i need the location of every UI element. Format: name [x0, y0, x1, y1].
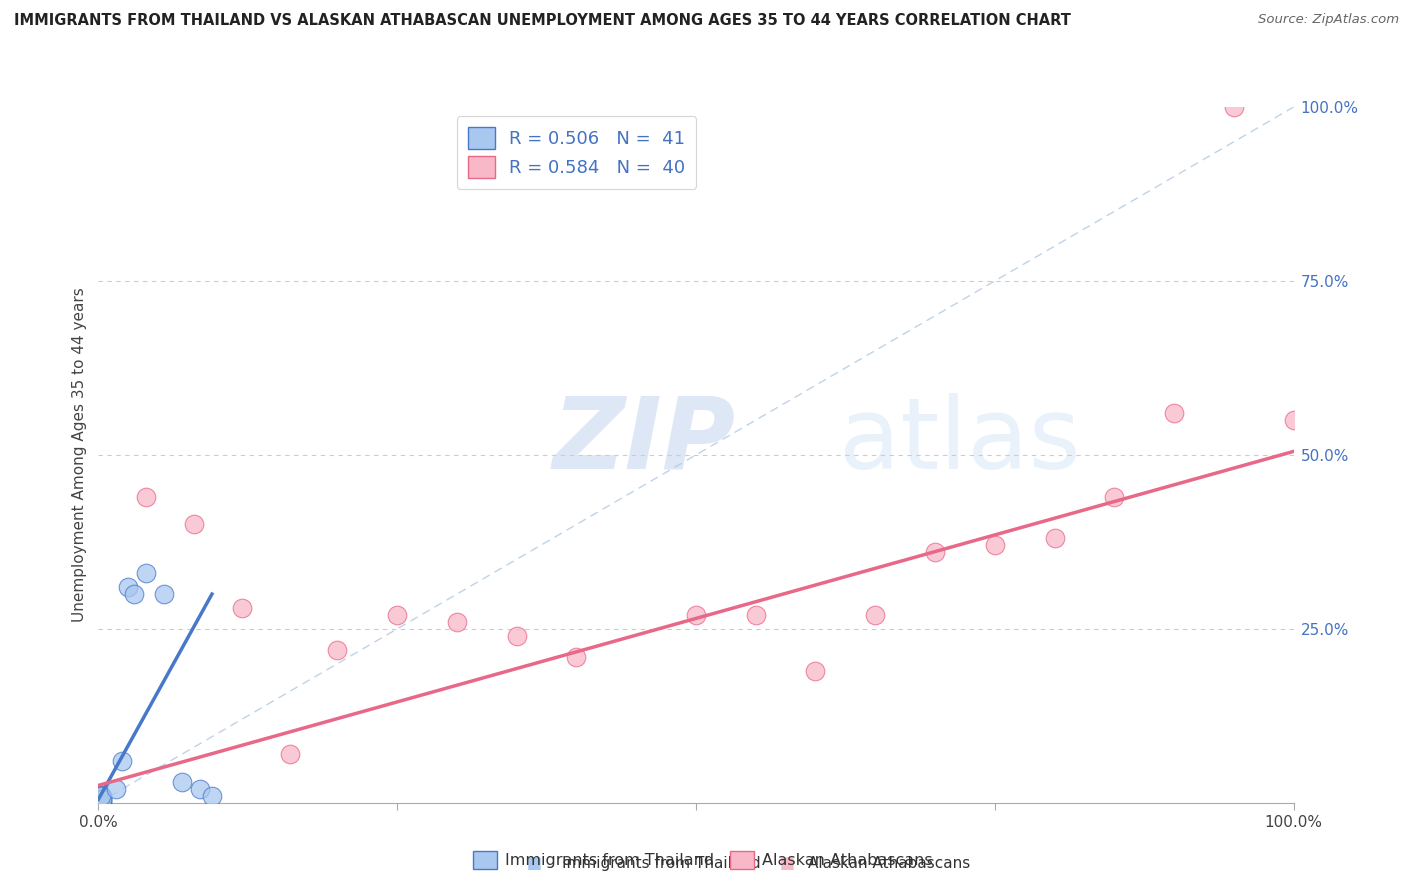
Point: [984, 538, 1007, 552]
Point: [89, 796, 111, 810]
Point: [89, 796, 111, 810]
Point: [89, 792, 111, 806]
Point: [91, 792, 114, 806]
Point: [183, 517, 205, 532]
Point: [188, 781, 211, 796]
Legend: R = 0.506   N =  41, R = 0.584   N =  40: R = 0.506 N = 41, R = 0.584 N = 40: [457, 116, 696, 189]
Point: [90, 789, 112, 803]
Point: [90, 796, 112, 810]
Point: [90, 789, 112, 803]
Point: [135, 490, 157, 504]
Text: IMMIGRANTS FROM THAILAND VS ALASKAN ATHABASCAN UNEMPLOYMENT AMONG AGES 35 TO 44 : IMMIGRANTS FROM THAILAND VS ALASKAN ATHA…: [14, 13, 1071, 29]
Point: [90, 796, 112, 810]
Point: [89, 789, 111, 803]
Point: [90, 792, 112, 806]
Point: [90, 796, 112, 810]
Point: [90, 792, 112, 806]
Point: [745, 607, 768, 622]
Point: [90, 792, 112, 806]
Point: [1163, 406, 1185, 420]
Point: [89, 796, 111, 810]
Point: [105, 781, 128, 796]
Point: [90, 789, 112, 803]
Text: atlas: atlas: [839, 392, 1081, 490]
Point: [153, 587, 176, 601]
Point: [90, 796, 112, 810]
Point: [90, 796, 112, 810]
Point: [90, 796, 112, 810]
Text: ▪: ▪: [526, 852, 543, 875]
Text: Alaskan Athabascans: Alaskan Athabascans: [808, 856, 970, 871]
Point: [565, 649, 588, 664]
Point: [89, 796, 111, 810]
Point: [506, 629, 529, 643]
Point: [89, 792, 111, 806]
Point: [111, 754, 134, 768]
Text: Source: ZipAtlas.com: Source: ZipAtlas.com: [1258, 13, 1399, 27]
Point: [446, 615, 468, 629]
Point: [863, 607, 887, 622]
Point: [89, 789, 111, 803]
Point: [91, 789, 114, 803]
Point: [90, 789, 112, 803]
Point: [1043, 532, 1066, 546]
Point: [90, 789, 112, 803]
Y-axis label: Unemployment Among Ages 35 to 44 years: Unemployment Among Ages 35 to 44 years: [72, 287, 87, 623]
Text: ZIP: ZIP: [553, 392, 735, 490]
Point: [90, 792, 112, 806]
Point: [90, 789, 112, 803]
Point: [1102, 490, 1125, 504]
Point: [385, 607, 409, 622]
Point: [89, 789, 111, 803]
Point: [278, 747, 301, 761]
Point: [89, 796, 111, 810]
Point: [89, 789, 111, 803]
Point: [89, 796, 111, 810]
Point: [90, 796, 112, 810]
Point: [89, 796, 111, 810]
Point: [91, 792, 114, 806]
Point: [89, 792, 111, 806]
Point: [89, 796, 111, 810]
Point: [90, 789, 112, 803]
Point: [135, 566, 157, 581]
Point: [231, 601, 253, 615]
Point: [91, 796, 114, 810]
Point: [804, 664, 827, 678]
Point: [89, 796, 111, 810]
Point: [90, 789, 112, 803]
Point: [89, 792, 111, 806]
Point: [117, 580, 139, 594]
Point: [924, 545, 946, 559]
Point: [91, 796, 114, 810]
Point: [90, 796, 112, 810]
Point: [1222, 100, 1246, 114]
Point: [172, 775, 194, 789]
Point: [89, 792, 111, 806]
Point: [326, 642, 349, 657]
Point: [90, 792, 112, 806]
Point: [124, 587, 146, 601]
Text: Immigrants from Thailand: Immigrants from Thailand: [562, 856, 761, 871]
Point: [89, 789, 111, 803]
Point: [1282, 413, 1305, 427]
Legend: Immigrants from Thailand, Alaskan Athabascans: Immigrants from Thailand, Alaskan Athaba…: [467, 845, 939, 875]
Point: [91, 792, 114, 806]
Point: [89, 792, 111, 806]
Point: [89, 792, 111, 806]
Point: [89, 792, 111, 806]
Point: [685, 607, 707, 622]
Point: [89, 792, 111, 806]
Point: [90, 792, 112, 806]
Text: ▪: ▪: [779, 852, 796, 875]
Point: [90, 792, 112, 806]
Point: [201, 789, 224, 803]
